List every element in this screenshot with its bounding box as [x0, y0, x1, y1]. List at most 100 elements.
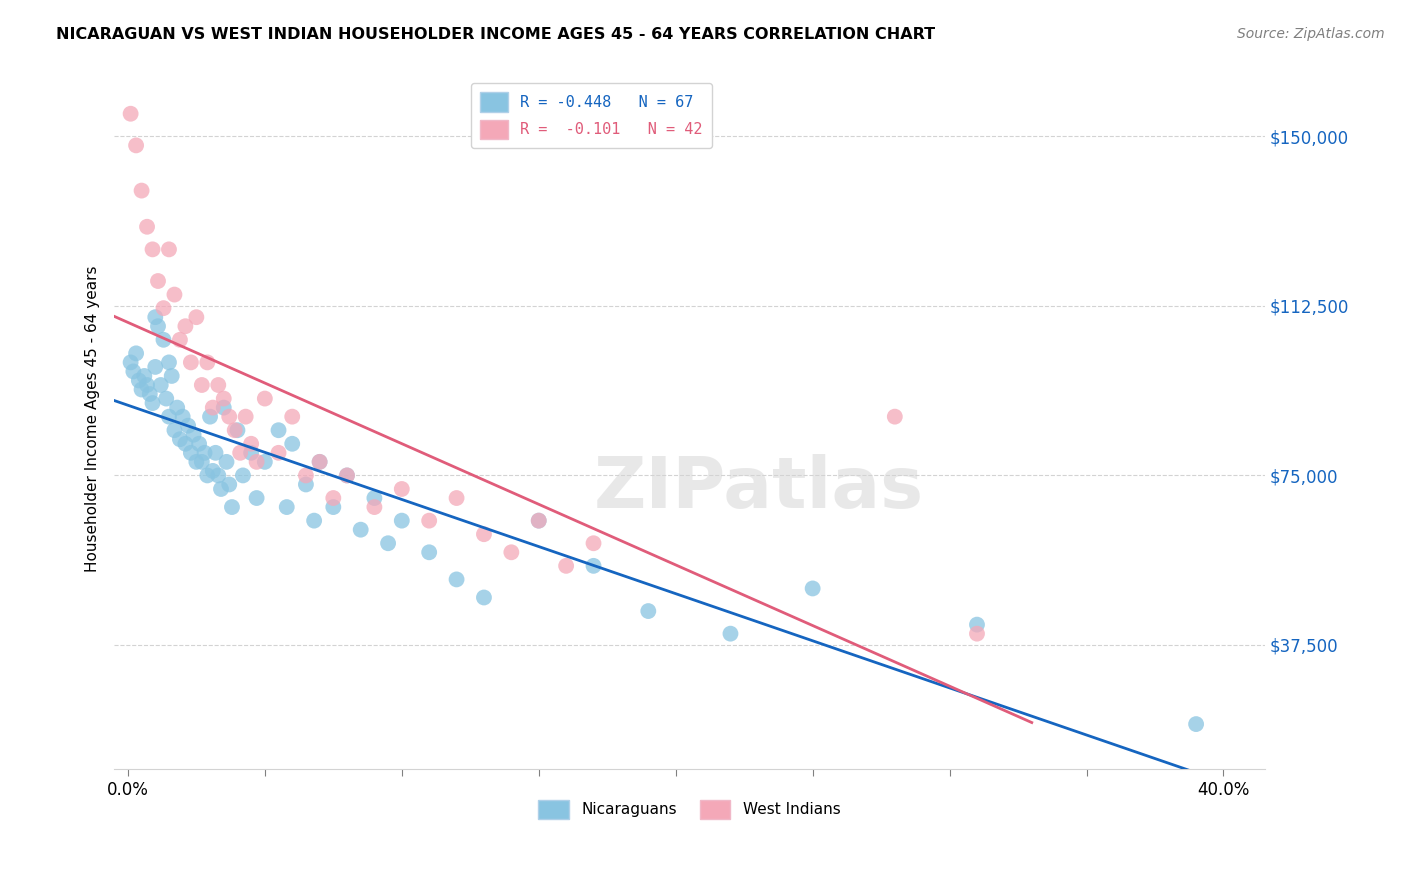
Point: [472, 527, 495, 541]
Point: [218, 409, 240, 424]
Point: [157, 243, 180, 257]
Point: [308, 455, 330, 469]
Point: [143, 359, 166, 374]
Point: [295, 468, 318, 483]
Point: [143, 310, 166, 325]
Point: [308, 455, 330, 469]
Point: [136, 219, 159, 234]
Point: [391, 514, 413, 528]
Point: [240, 446, 263, 460]
Point: [363, 500, 385, 514]
Point: [155, 392, 177, 406]
Point: [229, 446, 252, 460]
Point: [122, 364, 145, 378]
Point: [163, 423, 186, 437]
Point: [295, 477, 318, 491]
Point: [501, 545, 523, 559]
Point: [209, 482, 232, 496]
Point: [235, 409, 257, 424]
Point: [322, 491, 344, 505]
Point: [152, 333, 174, 347]
Point: [141, 396, 163, 410]
Point: [418, 545, 440, 559]
Point: [472, 591, 495, 605]
Text: ZIPatlas: ZIPatlas: [593, 455, 924, 524]
Point: [131, 184, 153, 198]
Point: [207, 378, 229, 392]
Point: [172, 409, 194, 424]
Point: [195, 355, 218, 369]
Point: [120, 355, 142, 369]
Point: [149, 378, 172, 392]
Point: [174, 319, 197, 334]
Point: [152, 301, 174, 315]
Point: [883, 409, 905, 424]
Point: [169, 432, 191, 446]
Point: [336, 468, 359, 483]
Point: [183, 427, 205, 442]
Point: [188, 437, 211, 451]
Point: [139, 387, 162, 401]
Point: [125, 138, 148, 153]
Point: [226, 423, 249, 437]
Point: [377, 536, 399, 550]
Point: [157, 355, 180, 369]
Point: [720, 626, 742, 640]
Point: [350, 523, 373, 537]
Point: [198, 409, 221, 424]
Point: [180, 446, 202, 460]
Point: [363, 491, 385, 505]
Point: [637, 604, 659, 618]
Point: [186, 310, 208, 325]
Point: [527, 514, 550, 528]
Point: [240, 437, 263, 451]
Point: [204, 446, 226, 460]
Point: [281, 437, 304, 451]
Point: [125, 346, 148, 360]
Point: [201, 464, 224, 478]
Point: [166, 401, 188, 415]
Point: [336, 468, 359, 483]
Point: [128, 374, 150, 388]
Point: [141, 243, 163, 257]
Point: [801, 582, 824, 596]
Point: [136, 378, 159, 392]
Point: [169, 333, 191, 347]
Point: [224, 423, 246, 437]
Point: [246, 491, 269, 505]
Point: [134, 368, 156, 383]
Point: [418, 514, 440, 528]
Point: [157, 409, 180, 424]
Point: [221, 500, 243, 514]
Point: [582, 536, 605, 550]
Point: [207, 468, 229, 483]
Point: [191, 455, 214, 469]
Point: [267, 446, 290, 460]
Point: [177, 418, 200, 433]
Point: [276, 500, 298, 514]
Point: [582, 558, 605, 573]
Point: [253, 392, 276, 406]
Point: [163, 287, 186, 301]
Point: [322, 500, 344, 514]
Text: Source: ZipAtlas.com: Source: ZipAtlas.com: [1237, 27, 1385, 41]
Point: [1185, 717, 1208, 731]
Legend: Nicaraguans, West Indians: Nicaraguans, West Indians: [533, 794, 846, 825]
Point: [281, 409, 304, 424]
Point: [267, 423, 290, 437]
Point: [212, 401, 235, 415]
Point: [186, 455, 208, 469]
Point: [966, 626, 988, 640]
Point: [215, 455, 238, 469]
Point: [253, 455, 276, 469]
Point: [527, 514, 550, 528]
Point: [160, 368, 183, 383]
Point: [180, 355, 202, 369]
Point: [446, 491, 468, 505]
Point: [232, 468, 254, 483]
Point: [131, 383, 153, 397]
Point: [966, 617, 988, 632]
Point: [120, 107, 142, 121]
Text: NICARAGUAN VS WEST INDIAN HOUSEHOLDER INCOME AGES 45 - 64 YEARS CORRELATION CHAR: NICARAGUAN VS WEST INDIAN HOUSEHOLDER IN…: [56, 27, 935, 42]
Point: [146, 274, 169, 288]
